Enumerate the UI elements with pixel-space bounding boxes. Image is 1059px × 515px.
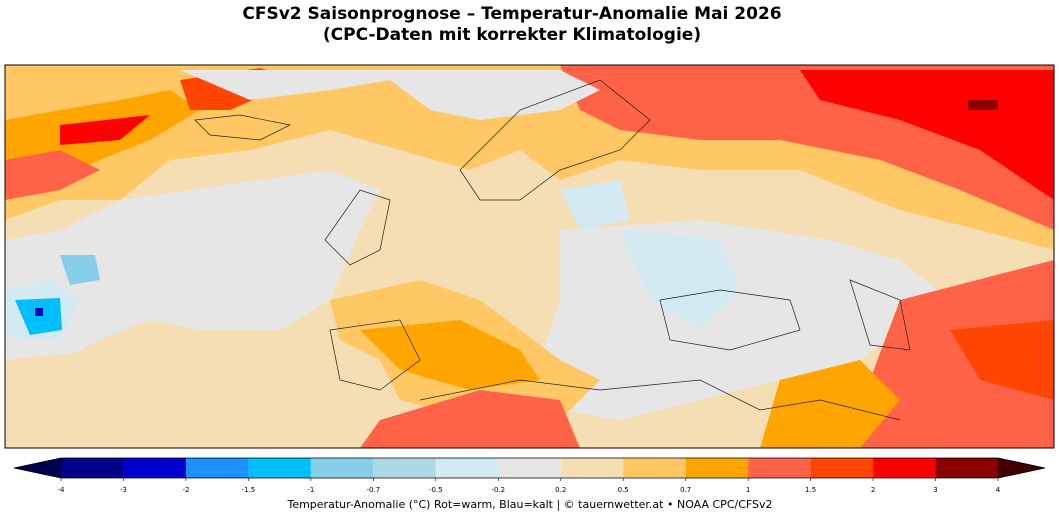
colorbar-bin (123, 458, 186, 478)
colorbar-bin (373, 458, 436, 478)
colorbar-tick-label: 1.5 (805, 486, 816, 494)
colorbar-tick-label: -0.2 (491, 486, 505, 494)
colorbar-over (998, 458, 1045, 478)
colorbar-tick-label: -0.7 (366, 486, 380, 494)
colorbar-bin (560, 458, 624, 478)
colorbar-bin (248, 458, 311, 478)
colorbar-tick-label: 3 (933, 486, 937, 494)
colorbar-bin (873, 458, 936, 478)
colorbar-bin (435, 458, 499, 478)
colorbar-bin (748, 458, 811, 478)
colorbar-under (14, 458, 61, 478)
colorbar-bin (935, 458, 998, 478)
title: CFSv2 Saisonprognose – Temperatur-Anomal… (242, 4, 781, 24)
colorbar-tick-label: 0.2 (555, 486, 566, 494)
colorbar-bin (623, 458, 686, 478)
colorbar-bin (685, 458, 749, 478)
colorbar-tick-label: 1 (746, 486, 750, 494)
colorbar-bin (185, 458, 249, 478)
colorbar-bin (61, 458, 124, 478)
colorbar-label: Temperatur-Anomalie (°C) Rot=warm, Blau=… (286, 498, 772, 511)
colorbar-tick-label: -2 (182, 486, 189, 494)
colorbar-tick-label: 0.5 (618, 486, 629, 494)
colorbar-tick-label: 0.7 (680, 486, 691, 494)
colorbar-tick-label: -3 (120, 486, 127, 494)
colorbar-tick-label: 2 (871, 486, 875, 494)
subtitle: (CPC-Daten mit korrekter Klimatologie) (323, 25, 701, 45)
colorbar-tick-label: -1.5 (242, 486, 256, 494)
colorbar-tick-label: -0.5 (429, 486, 443, 494)
colorbar-bin (310, 458, 374, 478)
colorbar-bin (810, 458, 874, 478)
map (4, 64, 1055, 449)
colorbar-tick-label: -4 (58, 486, 66, 494)
colorbar-bin (498, 458, 561, 478)
colorbar: -4 -3 -2 -1.5 -1 -0.7 -0.5 -0.2 0.2 0.5 0.7 1 1.5 2 3 4 (13, 457, 1046, 494)
colorbar-tick-label: -1 (307, 486, 314, 494)
colorbar-tick-label: 4 (996, 486, 1001, 494)
